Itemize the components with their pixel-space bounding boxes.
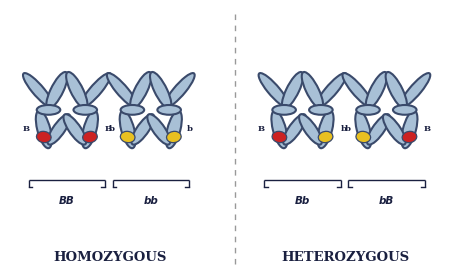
Text: B: B (258, 125, 265, 133)
Text: HETEROZYGOUS: HETEROZYGOUS (281, 251, 410, 264)
Text: HOMOZYGOUS: HOMOZYGOUS (53, 251, 166, 264)
Text: Bb: Bb (295, 196, 310, 206)
Ellipse shape (272, 131, 287, 143)
Ellipse shape (147, 114, 170, 145)
Ellipse shape (64, 114, 86, 145)
Ellipse shape (356, 111, 371, 148)
Ellipse shape (318, 131, 333, 143)
Text: b: b (109, 125, 115, 133)
Text: BB: BB (59, 196, 75, 206)
Ellipse shape (318, 111, 334, 148)
Ellipse shape (120, 111, 136, 148)
Ellipse shape (386, 72, 407, 109)
Ellipse shape (66, 72, 87, 109)
Text: b: b (340, 125, 346, 133)
Ellipse shape (366, 72, 387, 109)
Ellipse shape (36, 111, 52, 148)
Ellipse shape (131, 114, 154, 145)
Ellipse shape (309, 105, 333, 115)
Ellipse shape (401, 111, 418, 148)
Ellipse shape (282, 72, 303, 109)
Ellipse shape (150, 72, 171, 109)
Ellipse shape (46, 72, 68, 109)
Ellipse shape (356, 105, 380, 115)
Ellipse shape (400, 73, 430, 108)
Ellipse shape (73, 105, 97, 115)
Text: B: B (104, 125, 111, 133)
Ellipse shape (166, 111, 182, 148)
Ellipse shape (259, 73, 289, 108)
Ellipse shape (81, 73, 111, 108)
Ellipse shape (316, 73, 346, 108)
Ellipse shape (120, 131, 135, 143)
Ellipse shape (157, 105, 181, 115)
Ellipse shape (120, 105, 144, 115)
Ellipse shape (36, 131, 51, 143)
Text: b: b (344, 125, 350, 133)
Ellipse shape (356, 131, 371, 143)
Ellipse shape (36, 105, 60, 115)
Ellipse shape (130, 72, 152, 109)
Ellipse shape (273, 105, 296, 115)
Ellipse shape (283, 114, 306, 145)
Text: bB: bB (379, 196, 394, 206)
Ellipse shape (342, 73, 373, 108)
Ellipse shape (367, 114, 390, 145)
Ellipse shape (402, 131, 417, 143)
Ellipse shape (383, 114, 406, 145)
Text: B: B (424, 125, 431, 133)
Text: B: B (22, 125, 29, 133)
Ellipse shape (107, 73, 137, 108)
Ellipse shape (393, 105, 417, 115)
Ellipse shape (302, 72, 323, 109)
Ellipse shape (47, 114, 70, 145)
Ellipse shape (299, 114, 322, 145)
Ellipse shape (82, 111, 98, 148)
Text: bb: bb (144, 196, 158, 206)
Ellipse shape (82, 131, 97, 143)
Ellipse shape (164, 73, 195, 108)
Ellipse shape (23, 73, 53, 108)
Text: b: b (187, 125, 193, 133)
Ellipse shape (272, 111, 287, 148)
Ellipse shape (166, 131, 181, 143)
